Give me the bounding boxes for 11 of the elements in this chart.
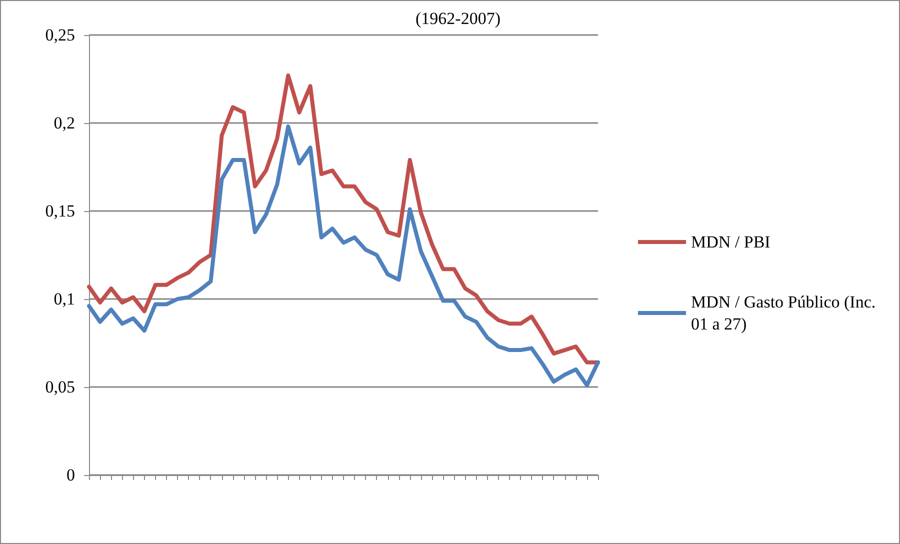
y-tick-label: 0 [66,466,75,484]
y-tick-label: 0,05 [45,378,75,396]
y-tick-label: 0,25 [45,26,75,44]
legend-label: MDN / PBI [691,232,771,252]
y-tick-label: 0,2 [54,114,75,132]
y-tick-label: 0,1 [54,290,75,308]
chart-title: (1962-2007) [416,9,500,28]
legend-label: MDN / Gasto Público (Inc. 01 a 27) [691,292,880,334]
line-series [87,124,600,388]
line-series [87,73,600,364]
y-tick-label: 0,15 [45,202,75,220]
